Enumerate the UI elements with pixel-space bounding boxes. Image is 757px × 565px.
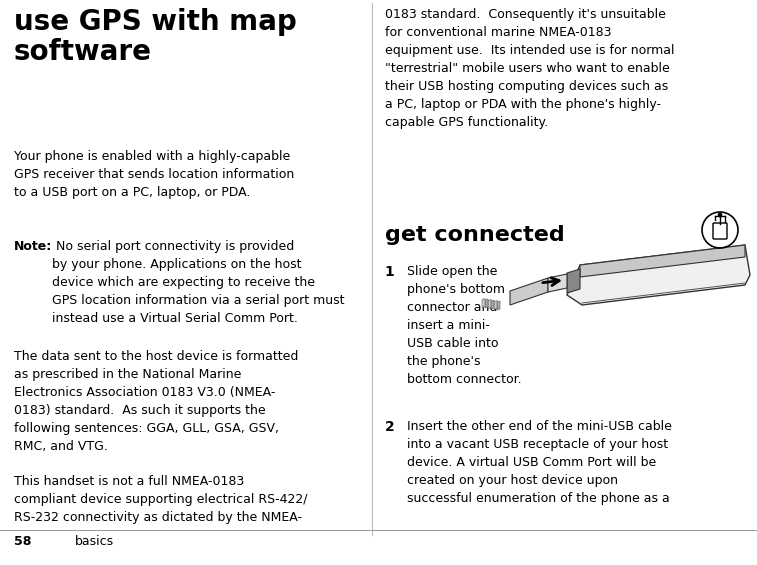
- Text: get connected: get connected: [385, 225, 564, 245]
- Text: The data sent to the host device is formatted
as prescribed in the National Mari: The data sent to the host device is form…: [14, 350, 298, 453]
- Polygon shape: [497, 301, 500, 310]
- Text: 58: 58: [14, 535, 31, 548]
- Polygon shape: [491, 300, 494, 309]
- Text: Note:: Note:: [14, 240, 52, 253]
- Text: 2: 2: [385, 420, 394, 434]
- Polygon shape: [567, 269, 580, 293]
- Polygon shape: [488, 299, 491, 308]
- FancyBboxPatch shape: [713, 223, 727, 239]
- Polygon shape: [485, 299, 488, 308]
- Circle shape: [718, 213, 722, 217]
- Polygon shape: [494, 301, 497, 310]
- FancyArrowPatch shape: [543, 278, 559, 285]
- Polygon shape: [482, 298, 485, 307]
- Text: use GPS with map
software: use GPS with map software: [14, 8, 297, 66]
- Text: This handset is not a full NMEA-0183
compliant device supporting electrical RS-4: This handset is not a full NMEA-0183 com…: [14, 475, 307, 524]
- Text: 0183 standard.  Consequently it's unsuitable
for conventional marine NMEA-0183
e: 0183 standard. Consequently it's unsuita…: [385, 8, 674, 129]
- Text: basics: basics: [75, 535, 114, 548]
- Text: Slide open the
phone's bottom
connector and
insert a mini-
USB cable into
the ph: Slide open the phone's bottom connector …: [407, 265, 521, 386]
- Polygon shape: [580, 245, 745, 277]
- Polygon shape: [548, 274, 567, 292]
- Text: No serial port connectivity is provided
by your phone. Applications on the host
: No serial port connectivity is provided …: [51, 240, 344, 325]
- Text: Insert the other end of the mini-USB cable
into a vacant USB receptacle of your : Insert the other end of the mini-USB cab…: [407, 420, 671, 505]
- Polygon shape: [510, 278, 548, 305]
- Polygon shape: [567, 245, 750, 305]
- Text: Your phone is enabled with a highly-capable
GPS receiver that sends location inf: Your phone is enabled with a highly-capa…: [14, 150, 294, 199]
- Text: 1: 1: [385, 265, 394, 279]
